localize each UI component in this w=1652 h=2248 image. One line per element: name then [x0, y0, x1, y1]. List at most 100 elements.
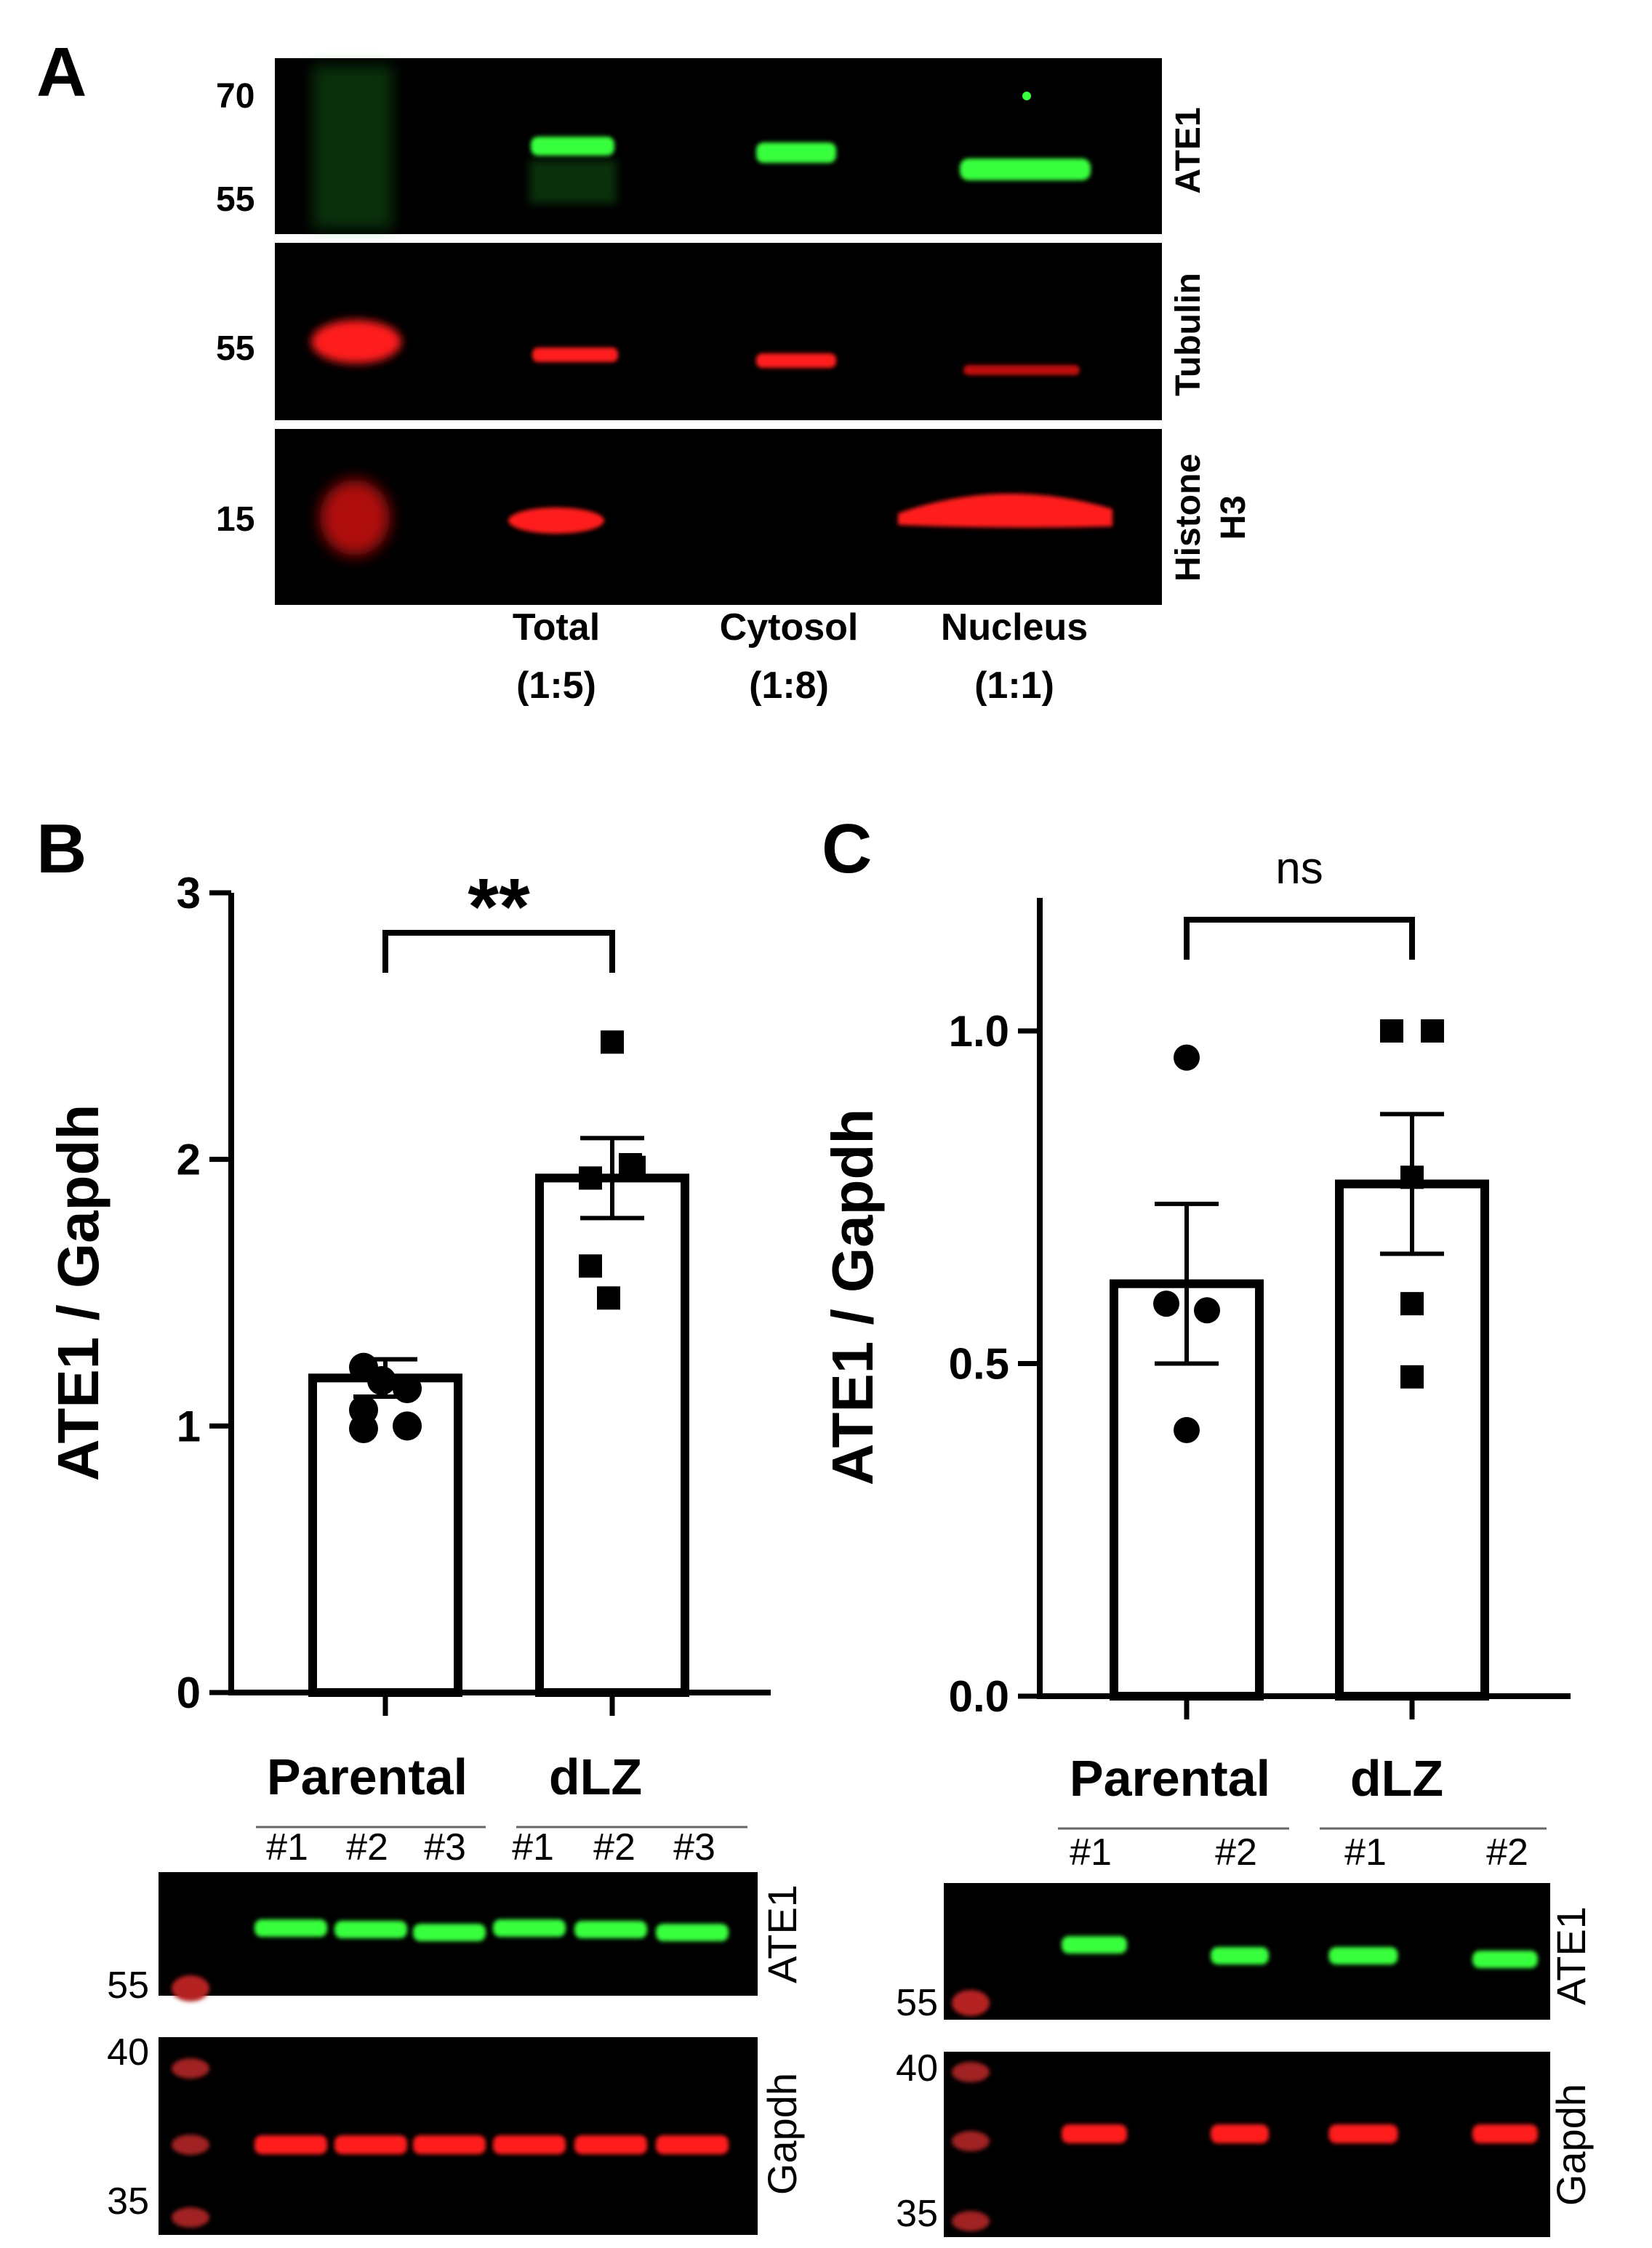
data-point-dlz: [601, 1030, 624, 1054]
data-point-dlz: [1400, 1365, 1424, 1389]
mw-55: 55: [216, 329, 254, 368]
data-point-dlz: [579, 1166, 602, 1190]
smear-total: [529, 160, 617, 204]
y-tick-label: 0.5: [949, 1340, 1009, 1389]
band-cytosol: [756, 142, 836, 163]
data-point-parental: [1174, 1417, 1200, 1443]
gapdh-band: [656, 2135, 729, 2154]
panel-b-label: B: [36, 810, 87, 888]
ladder-band: [311, 320, 401, 364]
band-total: [531, 137, 614, 156]
ate1-band: [656, 1924, 729, 1941]
ladder-band: [952, 2211, 990, 2231]
gapdh-band: [1211, 2124, 1269, 2143]
y-tick-label: 0.0: [949, 1672, 1009, 1721]
lane-label: #1: [266, 1826, 308, 1868]
panel-c-blot-bands: ATE1 Gapdh 55 40 35: [896, 1906, 1594, 2235]
panel-c-blot: ATE1 Gapdh 55 40 35: [896, 1883, 1594, 2237]
y-tick-label: 3: [177, 869, 201, 918]
ladder-glow: [313, 65, 393, 229]
panel-c-gapdh-blot: [944, 2052, 1550, 2237]
data-point-parental: [1174, 1044, 1200, 1071]
data-point-parental: [349, 1414, 378, 1443]
ate1-band: [413, 1924, 486, 1941]
gapdh-band: [574, 2135, 647, 2154]
speck: [1022, 92, 1031, 100]
lane-total: Total: [513, 606, 600, 649]
bar-dlz: [535, 1173, 689, 1698]
row-label-h3: H3: [1214, 495, 1253, 539]
lane-label: #3: [424, 1826, 466, 1868]
lane-label: #1: [1344, 1831, 1387, 1874]
blot-row-label-ate1: ATE1: [759, 1884, 805, 1983]
gapdh-band: [254, 2135, 327, 2154]
panel-b-blot: ATE1 Gapdh 55 40 35: [107, 1872, 805, 2235]
row-label-histone: Histone: [1169, 454, 1208, 582]
mw-15: 15: [216, 500, 254, 539]
ladder-band: [952, 2062, 990, 2082]
mw-marker: 35: [896, 2193, 938, 2235]
y-tick-label: 0: [177, 1669, 201, 1717]
data-point-dlz: [1380, 1019, 1403, 1043]
ate1-band: [493, 1919, 566, 1937]
significance-label: **: [468, 862, 530, 952]
y-tick-label: 2: [177, 1136, 201, 1184]
data-point-dlz: [1400, 1165, 1424, 1189]
blot-row-label-ate1: ATE1: [1548, 1906, 1594, 2005]
lane-label: #1: [1070, 1831, 1112, 1874]
panel-a-ate1-bands: [313, 65, 1091, 229]
lane-label: #2: [346, 1826, 388, 1868]
significance-label: ns: [1275, 843, 1323, 894]
gapdh-band: [334, 2135, 407, 2154]
ate1-band: [1328, 1947, 1398, 1964]
mw-marker: 55: [896, 1982, 938, 2024]
band-nucleus: [960, 158, 1091, 180]
panel-a-tubulin-bands: [311, 320, 1080, 375]
significance-bracket: [382, 930, 615, 973]
group-label-parental: Parental: [1070, 1750, 1270, 1807]
lane-total-ratio: (1:5): [516, 665, 596, 707]
gapdh-band: [1328, 2124, 1398, 2143]
group-label-dlz: dLZ: [1350, 1750, 1443, 1807]
lane-label: #2: [593, 1826, 635, 1868]
ate1-band: [1211, 1947, 1269, 1964]
lane-cytosol: Cytosol: [720, 606, 859, 649]
bar-parental: [308, 1373, 462, 1698]
significance-bracket: [1184, 917, 1415, 960]
lane-label: #2: [1215, 1831, 1257, 1874]
ate1-band: [1062, 1936, 1127, 1954]
row-label-ate1: ATE1: [1169, 107, 1208, 193]
panel-a-histone-bands: [320, 480, 1112, 555]
bar-dlz: [1335, 1179, 1489, 1701]
gapdh-band: [413, 2135, 486, 2154]
panel-c-label: C: [822, 810, 872, 888]
mw-marker: 40: [896, 2047, 938, 2090]
mw-55: 55: [216, 180, 254, 219]
ladder-band: [172, 2135, 209, 2155]
row-label-tubulin: Tubulin: [1169, 273, 1208, 396]
mw-marker: 55: [107, 1964, 149, 2007]
chart-c: 0.0 0.5 1.0 ATE1 / Gapdh ns Parental dLZ #1 #2 #1…: [820, 843, 1571, 1874]
panel-a-label: A: [36, 33, 87, 111]
panel-a-ate1-blot: [275, 58, 1162, 234]
lane-nucleus: Nucleus: [941, 606, 1088, 649]
blot-row-label-gapdh: Gapdh: [759, 2073, 805, 2195]
data-point-parental: [1194, 1297, 1220, 1324]
band-nucleus: [898, 493, 1112, 528]
mw-70: 70: [216, 77, 254, 116]
ate1-band: [1472, 1951, 1538, 1968]
group-label-parental: Parental: [267, 1749, 468, 1805]
ate1-band: [574, 1921, 647, 1938]
band-total: [532, 348, 618, 362]
y-axis-label: ATE1 / Gapdh: [46, 1104, 111, 1482]
data-point-dlz: [1400, 1292, 1424, 1316]
data-point-parental: [1153, 1290, 1179, 1317]
ladder-band: [172, 2058, 209, 2079]
panel-b-blot-bands: ATE1 Gapdh 55 40 35: [107, 1884, 805, 2228]
y-axis-label: ATE1 / Gapdh: [820, 1109, 885, 1486]
chart-b: 0 1 2 3 ATE1 / Gapdh ** Parental dLZ #1 #2 #3 #1 #2 #…: [46, 862, 771, 1868]
band-cytosol: [756, 353, 836, 368]
mw-marker: 35: [107, 2180, 149, 2223]
gapdh-band: [1472, 2124, 1538, 2143]
